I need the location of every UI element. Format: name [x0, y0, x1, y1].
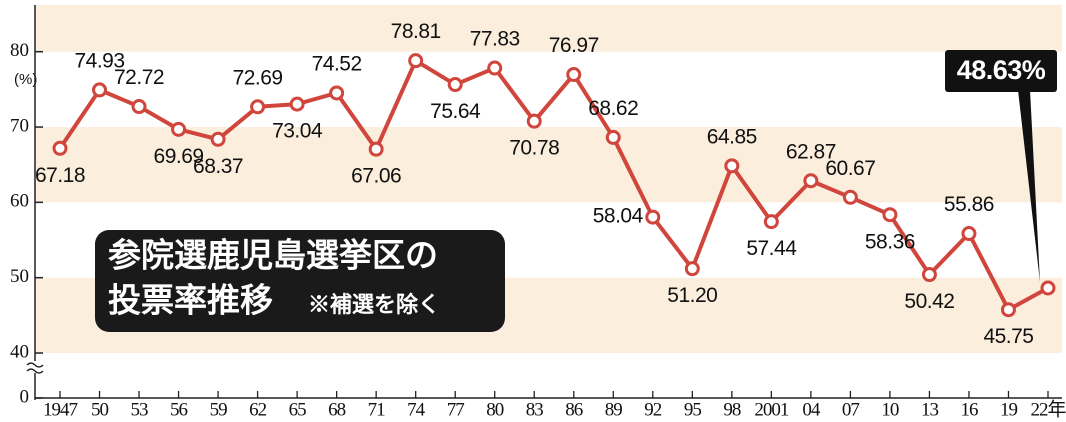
- point: [171, 121, 187, 137]
- value-label: 74.52: [312, 53, 362, 76]
- x-tick-label: 50: [91, 399, 109, 420]
- point: [289, 96, 305, 112]
- point: [684, 261, 700, 277]
- x-tick-label: 77: [447, 399, 465, 420]
- band: [35, 127, 1062, 203]
- point: [842, 189, 858, 205]
- value-label: 73.04: [272, 120, 323, 143]
- value-label: 67.18: [35, 164, 85, 187]
- point: [921, 267, 937, 283]
- x-tick-label: 13: [921, 399, 939, 420]
- axis-break: [26, 362, 44, 374]
- point: [1040, 280, 1056, 296]
- value-label: 72.72: [114, 66, 164, 89]
- x-tick-label: 74: [407, 399, 426, 420]
- value-label: 57.44: [746, 237, 797, 260]
- value-label: 72.69: [233, 66, 283, 89]
- x-tick-label: 16: [960, 399, 978, 420]
- point: [803, 173, 819, 189]
- y-unit-label: (%): [14, 71, 37, 88]
- chart-subtitle: 投票率推移: [108, 282, 273, 319]
- y-tick-label: 70: [10, 115, 29, 136]
- point: [487, 60, 503, 76]
- point: [131, 99, 147, 115]
- point: [408, 53, 424, 69]
- point: [566, 67, 582, 83]
- value-label: 75.64: [430, 100, 481, 123]
- y-tick-label: 50: [10, 266, 29, 287]
- background-bands: [35, 5, 1062, 353]
- x-tick-label: 98: [723, 399, 741, 420]
- point: [52, 140, 68, 156]
- value-label: 78.81: [391, 20, 441, 43]
- point: [368, 141, 384, 157]
- callout-pointer: [1018, 90, 1040, 282]
- point: [882, 207, 898, 223]
- callout-box: [945, 50, 1057, 92]
- chart-note: ※補選を除く: [308, 292, 440, 317]
- value-label: 48.63%: [957, 55, 1046, 85]
- value-label: 58.04: [593, 205, 644, 228]
- point: [447, 77, 463, 93]
- x-tick-label: 1947: [43, 399, 78, 420]
- y-tick-label: 80: [10, 40, 29, 61]
- value-label: 77.83: [470, 28, 520, 51]
- x-tick-label: 65: [289, 399, 307, 420]
- value-label: 50.42: [904, 290, 954, 313]
- value-label: 67.06: [351, 165, 401, 188]
- title-box: [95, 230, 505, 332]
- point: [605, 129, 621, 145]
- value-label: 45.75: [983, 325, 1033, 348]
- point: [210, 131, 226, 147]
- point: [1000, 302, 1016, 318]
- value-label: 76.97: [549, 34, 599, 57]
- value-label: 70.78: [509, 137, 559, 160]
- x-tick-label: 80: [486, 399, 504, 420]
- band: [35, 5, 1062, 52]
- point: [92, 82, 108, 98]
- x-tick-label: 59: [210, 399, 228, 420]
- y-tick-label: 40: [10, 341, 29, 362]
- x-tick-label: 71: [368, 399, 386, 420]
- value-label: 64.85: [707, 125, 757, 148]
- x-tick-label: 22年: [1030, 398, 1066, 420]
- x-tick-label: 86: [565, 399, 583, 420]
- point: [961, 226, 977, 242]
- x-tick-label: 62: [249, 399, 267, 420]
- x-tick-label: 04: [802, 399, 821, 420]
- point: [645, 209, 661, 225]
- x-tick-label: 07: [842, 399, 860, 420]
- x-tick-label: 68: [328, 399, 346, 420]
- x-tick-label: 2001: [754, 399, 789, 420]
- value-label: 69.69: [154, 145, 204, 168]
- x-tick-label: 10: [881, 399, 899, 420]
- point: [526, 113, 542, 129]
- x-tick-label: 56: [170, 399, 188, 420]
- x-tick-label: 95: [684, 399, 702, 420]
- point: [763, 214, 779, 230]
- x-tick-label: 19: [1000, 399, 1018, 420]
- y-tick-label: 60: [10, 191, 29, 212]
- point: [250, 99, 266, 115]
- value-label: 68.37: [193, 155, 243, 178]
- chart-title: 参院選鹿児島選挙区の: [108, 237, 438, 274]
- value-label: 68.62: [588, 97, 638, 120]
- value-label: 60.67: [825, 157, 875, 180]
- point: [329, 85, 345, 101]
- y-tick-label: 0: [20, 386, 30, 407]
- x-tick-label: 92: [644, 399, 662, 420]
- value-label: 55.86: [944, 193, 994, 216]
- value-label: 58.36: [865, 230, 915, 253]
- value-label: 62.87: [786, 140, 836, 163]
- x-tick-label: 89: [605, 399, 623, 420]
- point: [724, 158, 740, 174]
- x-tick-label: 53: [131, 399, 149, 420]
- value-label: 74.93: [74, 49, 124, 72]
- value-label: 51.20: [667, 284, 717, 307]
- x-tick-label: 83: [526, 399, 544, 420]
